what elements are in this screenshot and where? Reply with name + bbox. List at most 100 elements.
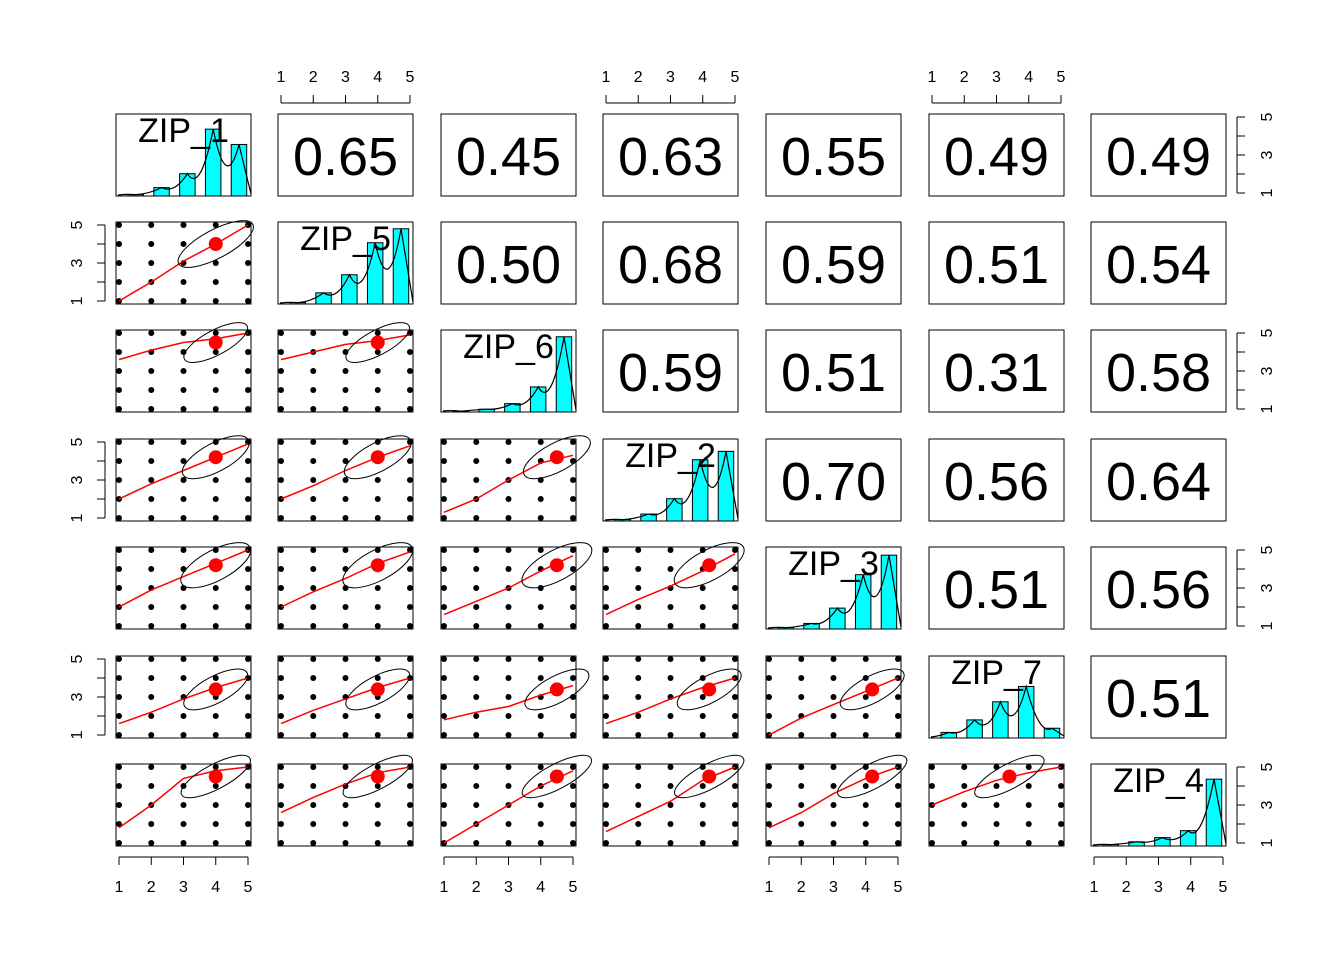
bottom-axis-tick-label: 4 — [211, 879, 220, 896]
correlation-label: 0.49 — [944, 127, 1049, 187]
scatter-point — [732, 694, 738, 700]
scatter-point — [537, 802, 544, 808]
scatter-point — [537, 764, 544, 770]
scatter-point — [862, 732, 869, 738]
scatter-point — [537, 713, 544, 719]
scatter-point — [310, 368, 317, 374]
top-axis-tick-label: 5 — [1057, 69, 1066, 86]
scatter-point — [537, 732, 544, 738]
correlation-label: 0.51 — [944, 560, 1049, 620]
variable-name-label: ZIP_5 — [300, 220, 391, 258]
bottom-axis-tick-label: 1 — [440, 879, 449, 896]
scatter-point — [180, 439, 187, 445]
scatter-point — [766, 821, 772, 827]
scatter-point — [1025, 783, 1032, 789]
scatter-point — [635, 732, 642, 738]
histogram-bar — [880, 554, 898, 630]
mean-point — [370, 558, 385, 573]
scatter-point — [505, 732, 512, 738]
scatter-point — [1058, 840, 1064, 846]
scatter-point — [537, 821, 544, 827]
bottom-axis-tick-label: 3 — [504, 879, 513, 896]
scatter-point — [148, 477, 155, 483]
scatter-point — [148, 821, 155, 827]
scatter-point — [732, 840, 738, 846]
scatter-point — [635, 821, 642, 827]
scatter-point — [505, 840, 512, 846]
scatter-point — [1058, 802, 1064, 808]
scatter-point — [441, 477, 447, 483]
scatter-point — [310, 439, 317, 445]
scatter-point — [374, 623, 381, 629]
scatter-point — [148, 694, 155, 700]
scatter-point — [798, 764, 805, 770]
histogram-bar — [829, 607, 846, 630]
loess-smooth-line — [280, 677, 411, 725]
variable-name-label: ZIP_6 — [463, 328, 554, 366]
scatter-point — [537, 585, 544, 591]
scatter-point — [148, 496, 155, 502]
scatter-point — [895, 783, 901, 789]
scatter-point — [961, 764, 968, 770]
scatter-point — [212, 279, 219, 285]
scatter-point — [407, 547, 413, 553]
top-axis-tick-label: 1 — [928, 69, 937, 86]
scatter-point — [570, 694, 576, 700]
left-axis-tick-label: 1 — [69, 513, 86, 522]
scatter-point — [732, 821, 738, 827]
left-axis-tick-label: 3 — [69, 475, 86, 484]
scatter-point — [570, 821, 576, 827]
scatter-point — [148, 406, 155, 412]
mean-point — [549, 769, 564, 784]
scatter-point — [862, 821, 869, 827]
scatter-point — [374, 330, 381, 336]
correlation-label: 0.45 — [456, 127, 561, 187]
correlation-label: 0.58 — [1106, 343, 1211, 403]
scatter-point — [245, 694, 251, 700]
scatter-point — [732, 802, 738, 808]
scatter-point — [667, 840, 674, 846]
panel-border-r3-c6 — [1090, 438, 1227, 522]
scatter-point — [603, 585, 609, 591]
scatter-point — [603, 732, 609, 738]
bottom-axis-tick-label: 2 — [472, 879, 481, 896]
scatter-point — [180, 241, 187, 247]
scatter-point — [961, 821, 968, 827]
correlation-ellipse — [521, 754, 593, 799]
scatter-point — [473, 802, 480, 808]
scatter-point — [961, 802, 968, 808]
left-axis-tick-label: 5 — [69, 654, 86, 663]
scatter-point — [342, 439, 349, 445]
scatter-point — [603, 623, 609, 629]
scatter-point — [310, 406, 317, 412]
scatter-point — [245, 840, 251, 846]
scatter-point — [374, 585, 381, 591]
scatter-point — [570, 783, 576, 789]
scatter-point — [212, 349, 219, 355]
scatter-point — [212, 406, 219, 412]
variable-name-label: ZIP_2 — [625, 437, 716, 475]
scatter-point — [212, 764, 219, 770]
scatter-point — [441, 604, 447, 610]
scatter-point — [245, 368, 251, 374]
scatter-point — [342, 821, 349, 827]
scatter-point — [699, 547, 706, 553]
correlation-ellipse — [521, 542, 593, 589]
scatter-point — [342, 713, 349, 719]
scatter-point — [570, 439, 576, 445]
scatter-point — [699, 732, 706, 738]
scatter-point — [180, 547, 187, 553]
scatter-point — [667, 732, 674, 738]
scatter-point — [1025, 840, 1032, 846]
scatter-point — [830, 783, 837, 789]
scatter-point — [537, 439, 544, 445]
scatter-point — [342, 656, 349, 662]
mean-point — [549, 558, 564, 573]
correlation-ellipse — [183, 322, 249, 363]
scatter-point — [148, 260, 155, 266]
scatter-point — [505, 566, 512, 572]
loess-smooth-line — [118, 224, 249, 302]
correlation-label: 0.64 — [1106, 452, 1211, 512]
scatter-point — [473, 764, 480, 770]
scatter-point — [667, 566, 674, 572]
